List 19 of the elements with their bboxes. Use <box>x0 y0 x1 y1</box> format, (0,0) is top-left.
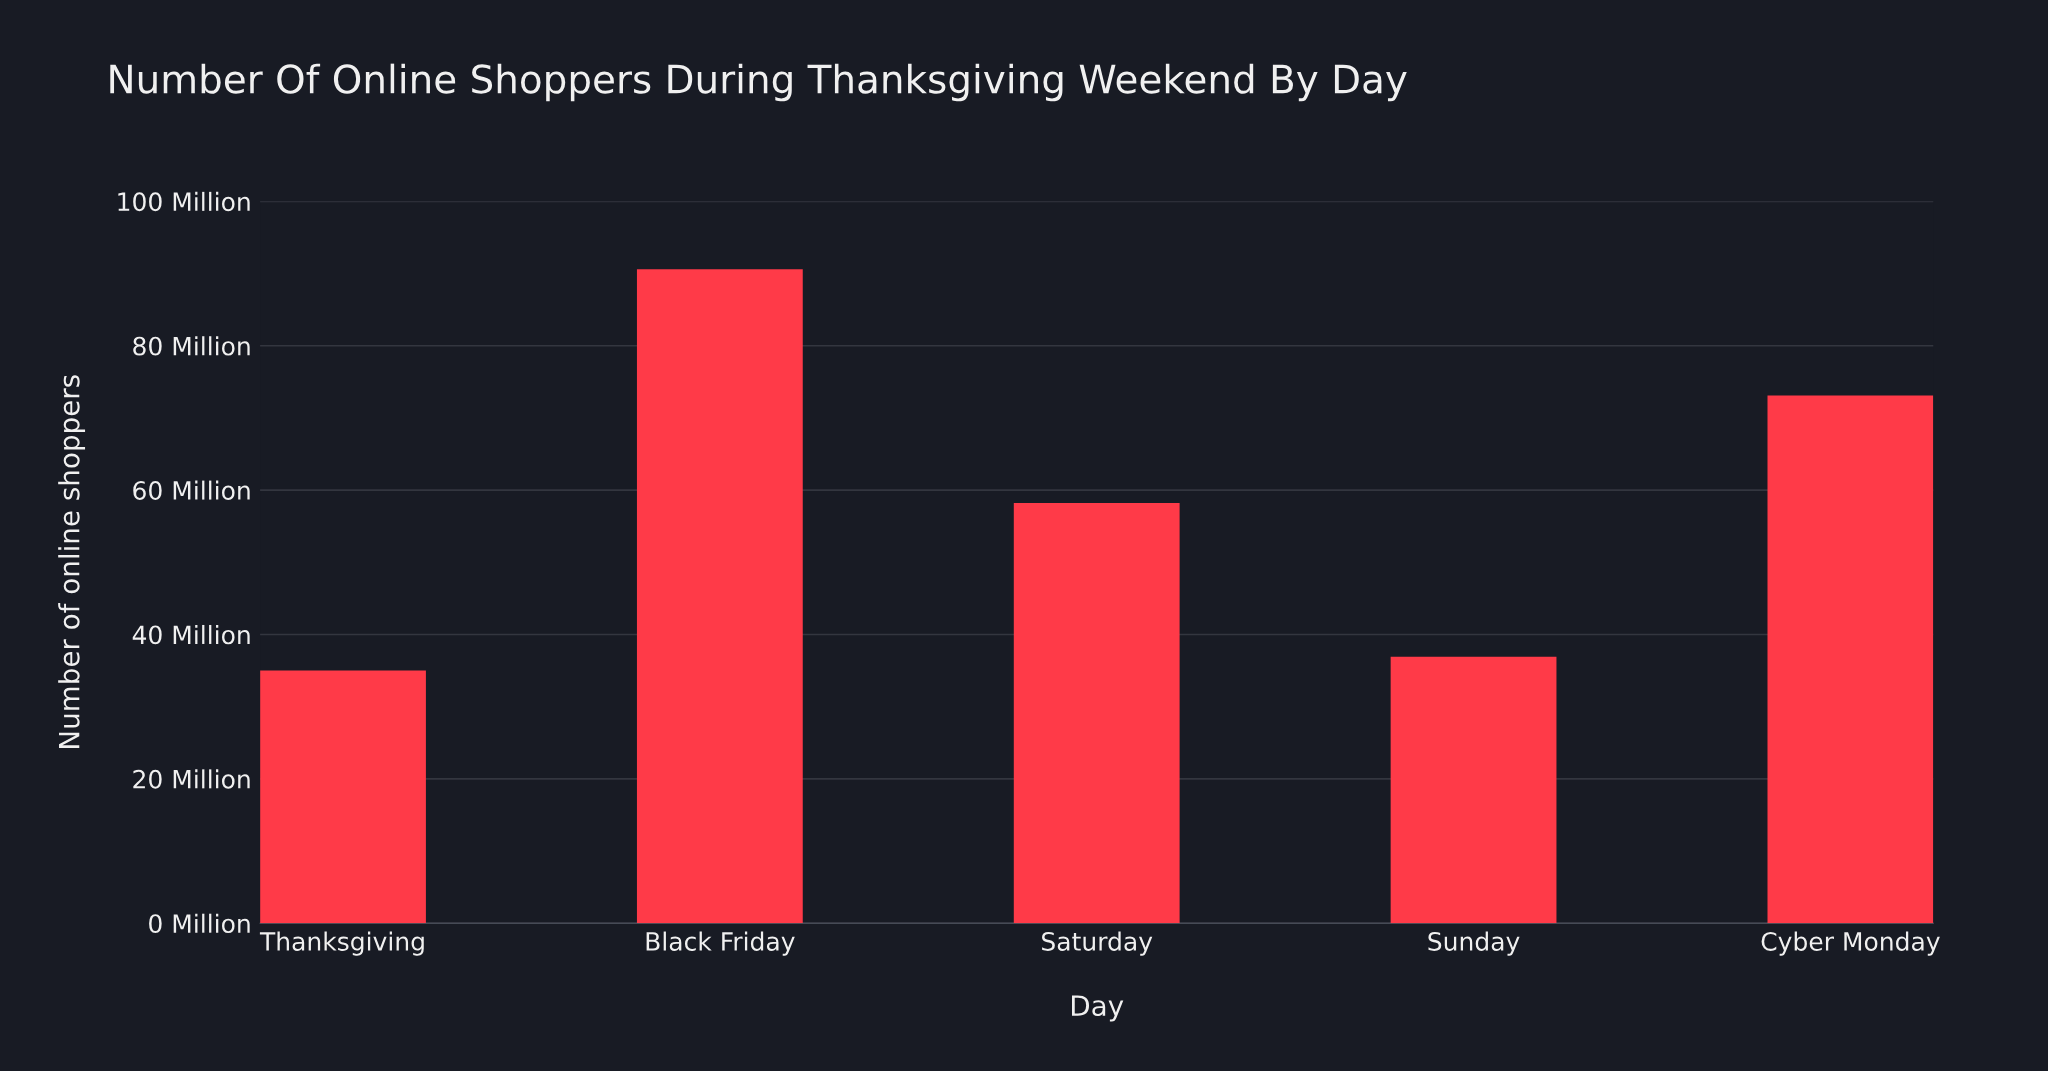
x-tick-label: Sunday <box>1428 931 1520 956</box>
y-tick-label: 20 Million <box>133 769 250 789</box>
y-tick-label: 40 Million <box>132 624 250 645</box>
bar <box>636 269 803 924</box>
x-tick-label: Black Friday <box>646 931 795 956</box>
y-tick-label: 60 Million <box>133 480 250 500</box>
bar <box>1390 656 1557 924</box>
y-tick-label: 0 Million <box>149 913 250 934</box>
bar <box>1767 395 1934 924</box>
x-tick-label: Saturday <box>1042 931 1153 956</box>
x-tick-label: Thanksgiving <box>259 931 424 956</box>
bar <box>260 670 426 924</box>
chart-title: Number Of Online Shoppers During Thanksgiving Weekend By Day <box>110 63 1407 102</box>
y-tick-label: 100 Million <box>118 191 250 212</box>
bar <box>1013 503 1180 924</box>
y-axis-title: Number of online shoppers <box>58 375 86 748</box>
x-axis-title: Day <box>1072 995 1124 1022</box>
x-tick-label: Cyber Monday <box>1761 931 1940 956</box>
y-tick-label: 80 Million <box>133 336 250 356</box>
